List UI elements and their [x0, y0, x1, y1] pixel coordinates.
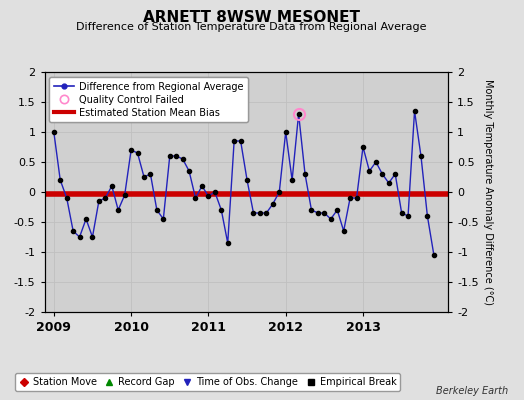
Legend: Difference from Regional Average, Quality Control Failed, Estimated Station Mean: Difference from Regional Average, Qualit…	[49, 77, 248, 122]
Text: ARNETT 8WSW MESONET: ARNETT 8WSW MESONET	[143, 10, 360, 25]
Text: Berkeley Earth: Berkeley Earth	[436, 386, 508, 396]
Legend: Station Move, Record Gap, Time of Obs. Change, Empirical Break: Station Move, Record Gap, Time of Obs. C…	[15, 373, 400, 391]
Y-axis label: Monthly Temperature Anomaly Difference (°C): Monthly Temperature Anomaly Difference (…	[483, 79, 493, 305]
Text: Difference of Station Temperature Data from Regional Average: Difference of Station Temperature Data f…	[77, 22, 427, 32]
